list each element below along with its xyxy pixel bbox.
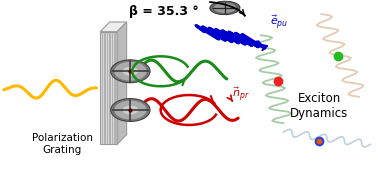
Polygon shape xyxy=(117,22,127,144)
Text: Polarization
Grating: Polarization Grating xyxy=(32,133,93,155)
Polygon shape xyxy=(100,22,127,32)
Ellipse shape xyxy=(214,3,236,13)
Ellipse shape xyxy=(114,62,147,81)
Ellipse shape xyxy=(122,105,138,115)
Ellipse shape xyxy=(114,100,147,120)
Ellipse shape xyxy=(122,67,138,76)
Text: $\vec{e}_{pu}$: $\vec{e}_{pu}$ xyxy=(270,14,289,32)
Ellipse shape xyxy=(111,99,150,121)
Text: $\vec{n}_{pr}$: $\vec{n}_{pr}$ xyxy=(232,86,250,104)
Text: β = 35.3 °: β = 35.3 ° xyxy=(129,5,198,18)
Ellipse shape xyxy=(210,1,240,15)
Polygon shape xyxy=(100,32,117,144)
Text: Exciton
Dynamics: Exciton Dynamics xyxy=(290,92,349,120)
Ellipse shape xyxy=(111,60,150,83)
